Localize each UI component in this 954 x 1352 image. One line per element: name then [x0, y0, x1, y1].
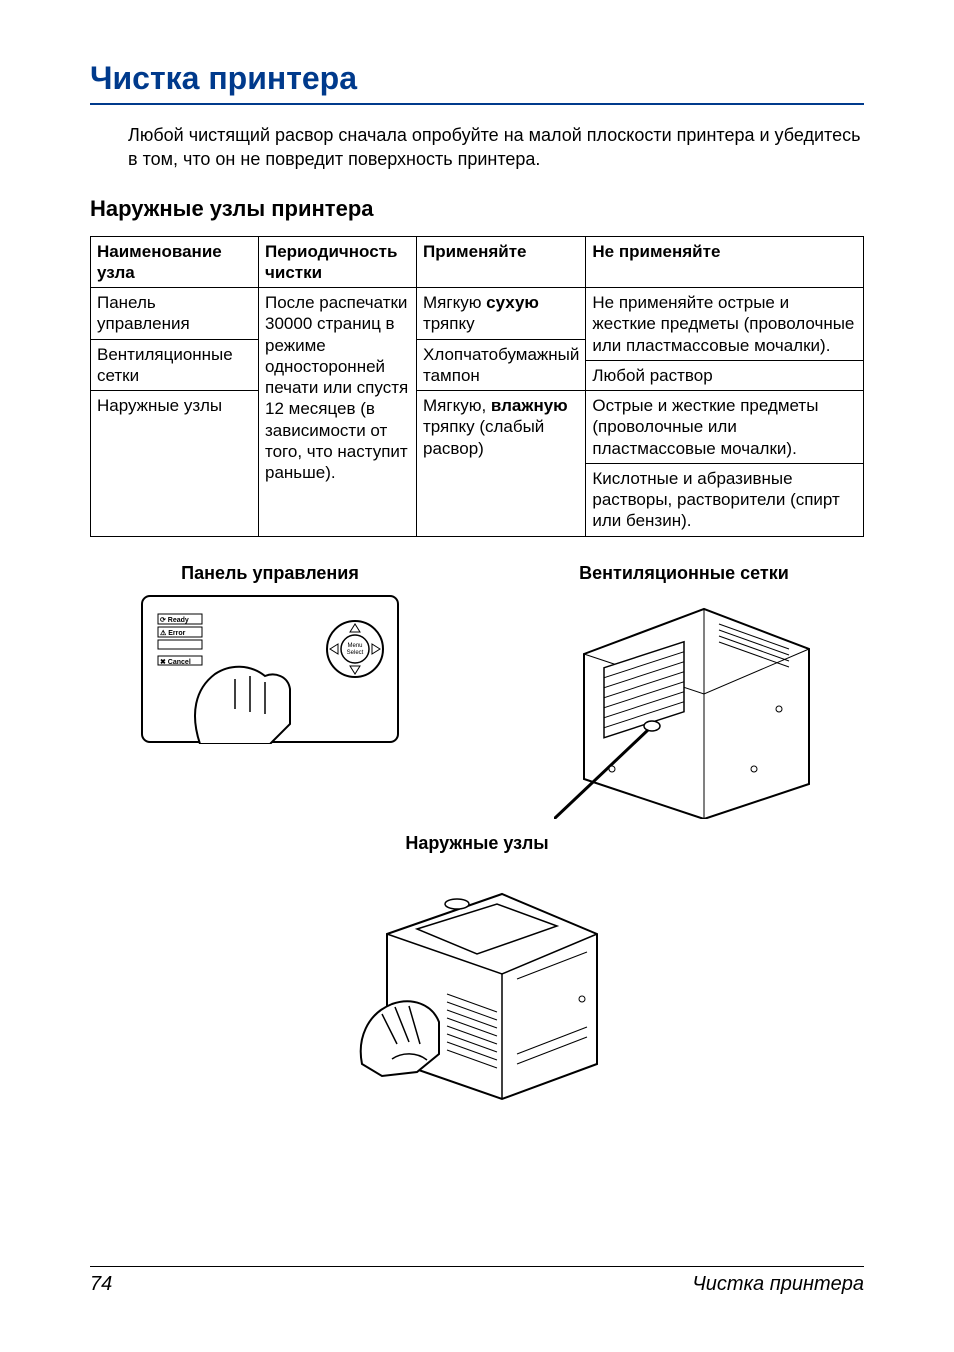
svg-text:✖ Cancel: ✖ Cancel [160, 658, 191, 666]
figure-exterior: Наружные узлы [287, 833, 667, 1104]
cell-noapply-sharp2: Острые и жесткие предметы (проволочные и… [586, 391, 864, 464]
svg-text:⟳ Ready: ⟳ Ready [160, 617, 189, 624]
svg-text:Menu: Menu [347, 643, 362, 649]
col-name: Наименование узла [91, 236, 259, 288]
intro-paragraph: Любой чистящий расвор сначала опробуйте … [128, 123, 864, 172]
figure-vents-image [554, 594, 814, 819]
page-title: Чистка принтера [90, 60, 864, 97]
page-number: 74 [90, 1273, 112, 1296]
title-rule [90, 103, 864, 105]
apply-dry-pre: Мягкую [423, 293, 486, 312]
figure-exterior-caption: Наружные узлы [405, 833, 548, 854]
panel-svg: ⟳ Ready ⚠ Error ✖ Cancel Menu Select [140, 594, 400, 744]
page: Чистка принтера Любой чистящий расвор сн… [0, 0, 954, 1352]
cell-noapply-any: Любой раствор [586, 360, 864, 390]
vents-svg [554, 594, 814, 819]
apply-wet-post: тряпку (слабый расвор) [423, 417, 544, 457]
section-heading: Наружные узлы принтера [90, 196, 864, 222]
figure-panel-caption: Панель управления [181, 563, 359, 584]
cell-apply-dry: Мягкую сухую тряпку [417, 288, 586, 340]
cell-part-vents: Вентиляционные сетки [91, 339, 259, 391]
table-row: Панель управления После распечатки 30000… [91, 288, 864, 340]
table-header-row: Наименование узла Периодичность чистки П… [91, 236, 864, 288]
apply-dry-bold: сухую [486, 293, 539, 312]
figure-exterior-image [347, 864, 607, 1104]
exterior-svg [347, 864, 607, 1104]
cell-apply-wet: Мягкую, влажную тряпку (слабый расвор) [417, 391, 586, 537]
figure-vents-caption: Вентиляционные сетки [579, 563, 789, 584]
figure-panel-image: ⟳ Ready ⚠ Error ✖ Cancel Menu Select [140, 594, 400, 744]
figure-vents: Вентиляционные сетки [504, 563, 864, 819]
apply-wet-pre: Мягкую, [423, 396, 491, 415]
svg-text:Select: Select [347, 650, 364, 656]
figure-row-top: Панель управления ⟳ Ready ⚠ Error [90, 563, 864, 819]
col-noapply: Не применяйте [586, 236, 864, 288]
svg-text:⚠ Error: ⚠ Error [160, 629, 186, 637]
footer-label: Чистка принтера [692, 1273, 864, 1296]
apply-dry-post: тряпку [423, 314, 475, 333]
table-row: Наружные узлы Мягкую, влажную тряпку (сл… [91, 391, 864, 464]
cell-frequency: После распечатки 30000 страниц в режиме … [259, 288, 417, 537]
cell-noapply-acid: Кислотные и абразивные растворы, раствор… [586, 463, 864, 536]
footer-rule [90, 1266, 864, 1267]
cell-apply-swab: Хлопчатобумажный тампон [417, 339, 586, 391]
col-apply: Применяйте [417, 236, 586, 288]
cell-noapply-sharp: Не применяйте острые и жесткие предметы … [586, 288, 864, 361]
figure-panel: Панель управления ⟳ Ready ⚠ Error [90, 563, 450, 744]
footer-row: 74 Чистка принтера [90, 1273, 864, 1296]
col-frequency: Периодичность чистки [259, 236, 417, 288]
parts-table: Наименование узла Периодичность чистки П… [90, 236, 864, 537]
apply-wet-bold: влажную [491, 396, 568, 415]
cell-part-panel: Панель управления [91, 288, 259, 340]
figures: Панель управления ⟳ Ready ⚠ Error [90, 563, 864, 1104]
cell-part-ext: Наружные узлы [91, 391, 259, 537]
page-footer: 74 Чистка принтера [90, 1266, 864, 1296]
